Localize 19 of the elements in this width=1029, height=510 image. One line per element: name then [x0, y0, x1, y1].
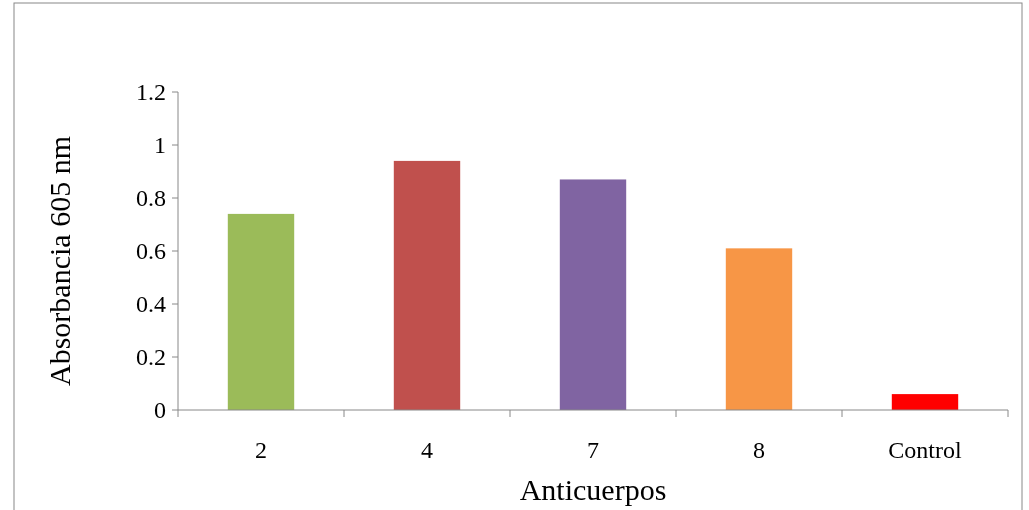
- bar: [227, 213, 295, 410]
- bar: [891, 394, 959, 410]
- bar: [559, 179, 627, 410]
- x-tick-label: 2: [255, 437, 267, 463]
- bar: [393, 160, 461, 410]
- x-tick-label: 7: [587, 437, 599, 463]
- y-tick-label: 0.2: [136, 344, 166, 371]
- y-tick-label: 1.2: [136, 79, 166, 106]
- y-tick-label: 0.6: [136, 238, 166, 265]
- x-tick-label: 8: [753, 437, 765, 463]
- x-axis-title: Anticuerpos: [519, 473, 667, 506]
- x-tick-label: Control: [888, 437, 962, 463]
- y-tick-label: 0.8: [136, 185, 166, 212]
- x-tick-label: 4: [421, 437, 433, 463]
- y-axis-title: Absorbancia 605 nm: [43, 136, 76, 386]
- y-tick-label: 0.4: [136, 291, 166, 318]
- y-tick-label: 0: [154, 397, 166, 424]
- bar: [725, 248, 793, 410]
- y-tick-label: 1: [154, 132, 166, 159]
